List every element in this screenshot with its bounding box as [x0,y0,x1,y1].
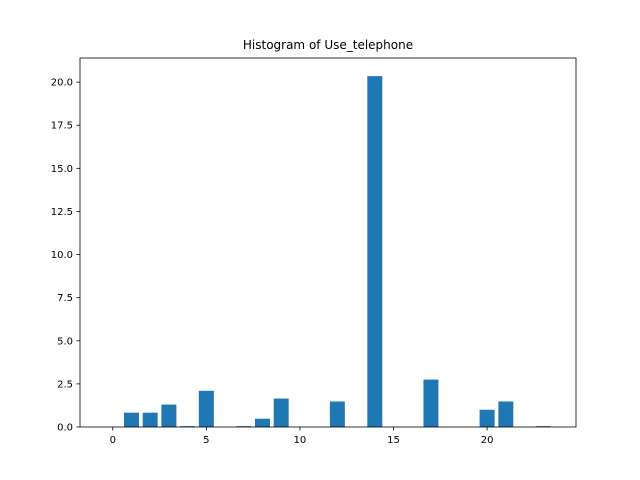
x-tick-label: 0 [110,435,116,446]
y-tick-label: 12.5 [51,207,73,218]
y-axis: 0.0 2.5 5.0 7.5 10.0 12.5 15.0 17.5 20.0 [51,78,80,434]
bar-1 [123,412,139,427]
bar-14 [367,76,383,428]
bar-9 [273,398,289,427]
bar-5 [198,390,214,427]
y-tick-label: 7.5 [57,293,73,304]
bar-20 [479,409,495,427]
x-axis: 0 5 10 15 20 [110,427,494,446]
bar-2 [142,412,158,427]
bar-12 [329,401,345,427]
y-tick-label: 2.5 [57,379,73,390]
bar-17 [423,379,439,427]
y-tick-label: 15.0 [51,164,73,175]
bar-23 [535,426,551,427]
bar-3 [161,404,177,427]
x-tick-label: 5 [203,435,209,446]
x-tick-label: 10 [294,435,307,446]
y-tick-label: 20.0 [51,78,73,89]
bar-4 [180,426,196,427]
y-tick-label: 5.0 [57,336,73,347]
y-tick-label: 0.0 [57,423,73,434]
bars-group [123,76,551,428]
bar-7 [236,426,252,427]
x-tick-label: 20 [481,435,494,446]
plot-frame [79,57,577,428]
bar-21 [498,401,514,427]
chart-title: Histogram of Use_telephone [243,38,413,52]
y-tick-label: 17.5 [51,121,73,132]
bar-8 [255,418,270,427]
y-tick-label: 10.0 [51,250,73,261]
x-tick-label: 15 [387,435,400,446]
